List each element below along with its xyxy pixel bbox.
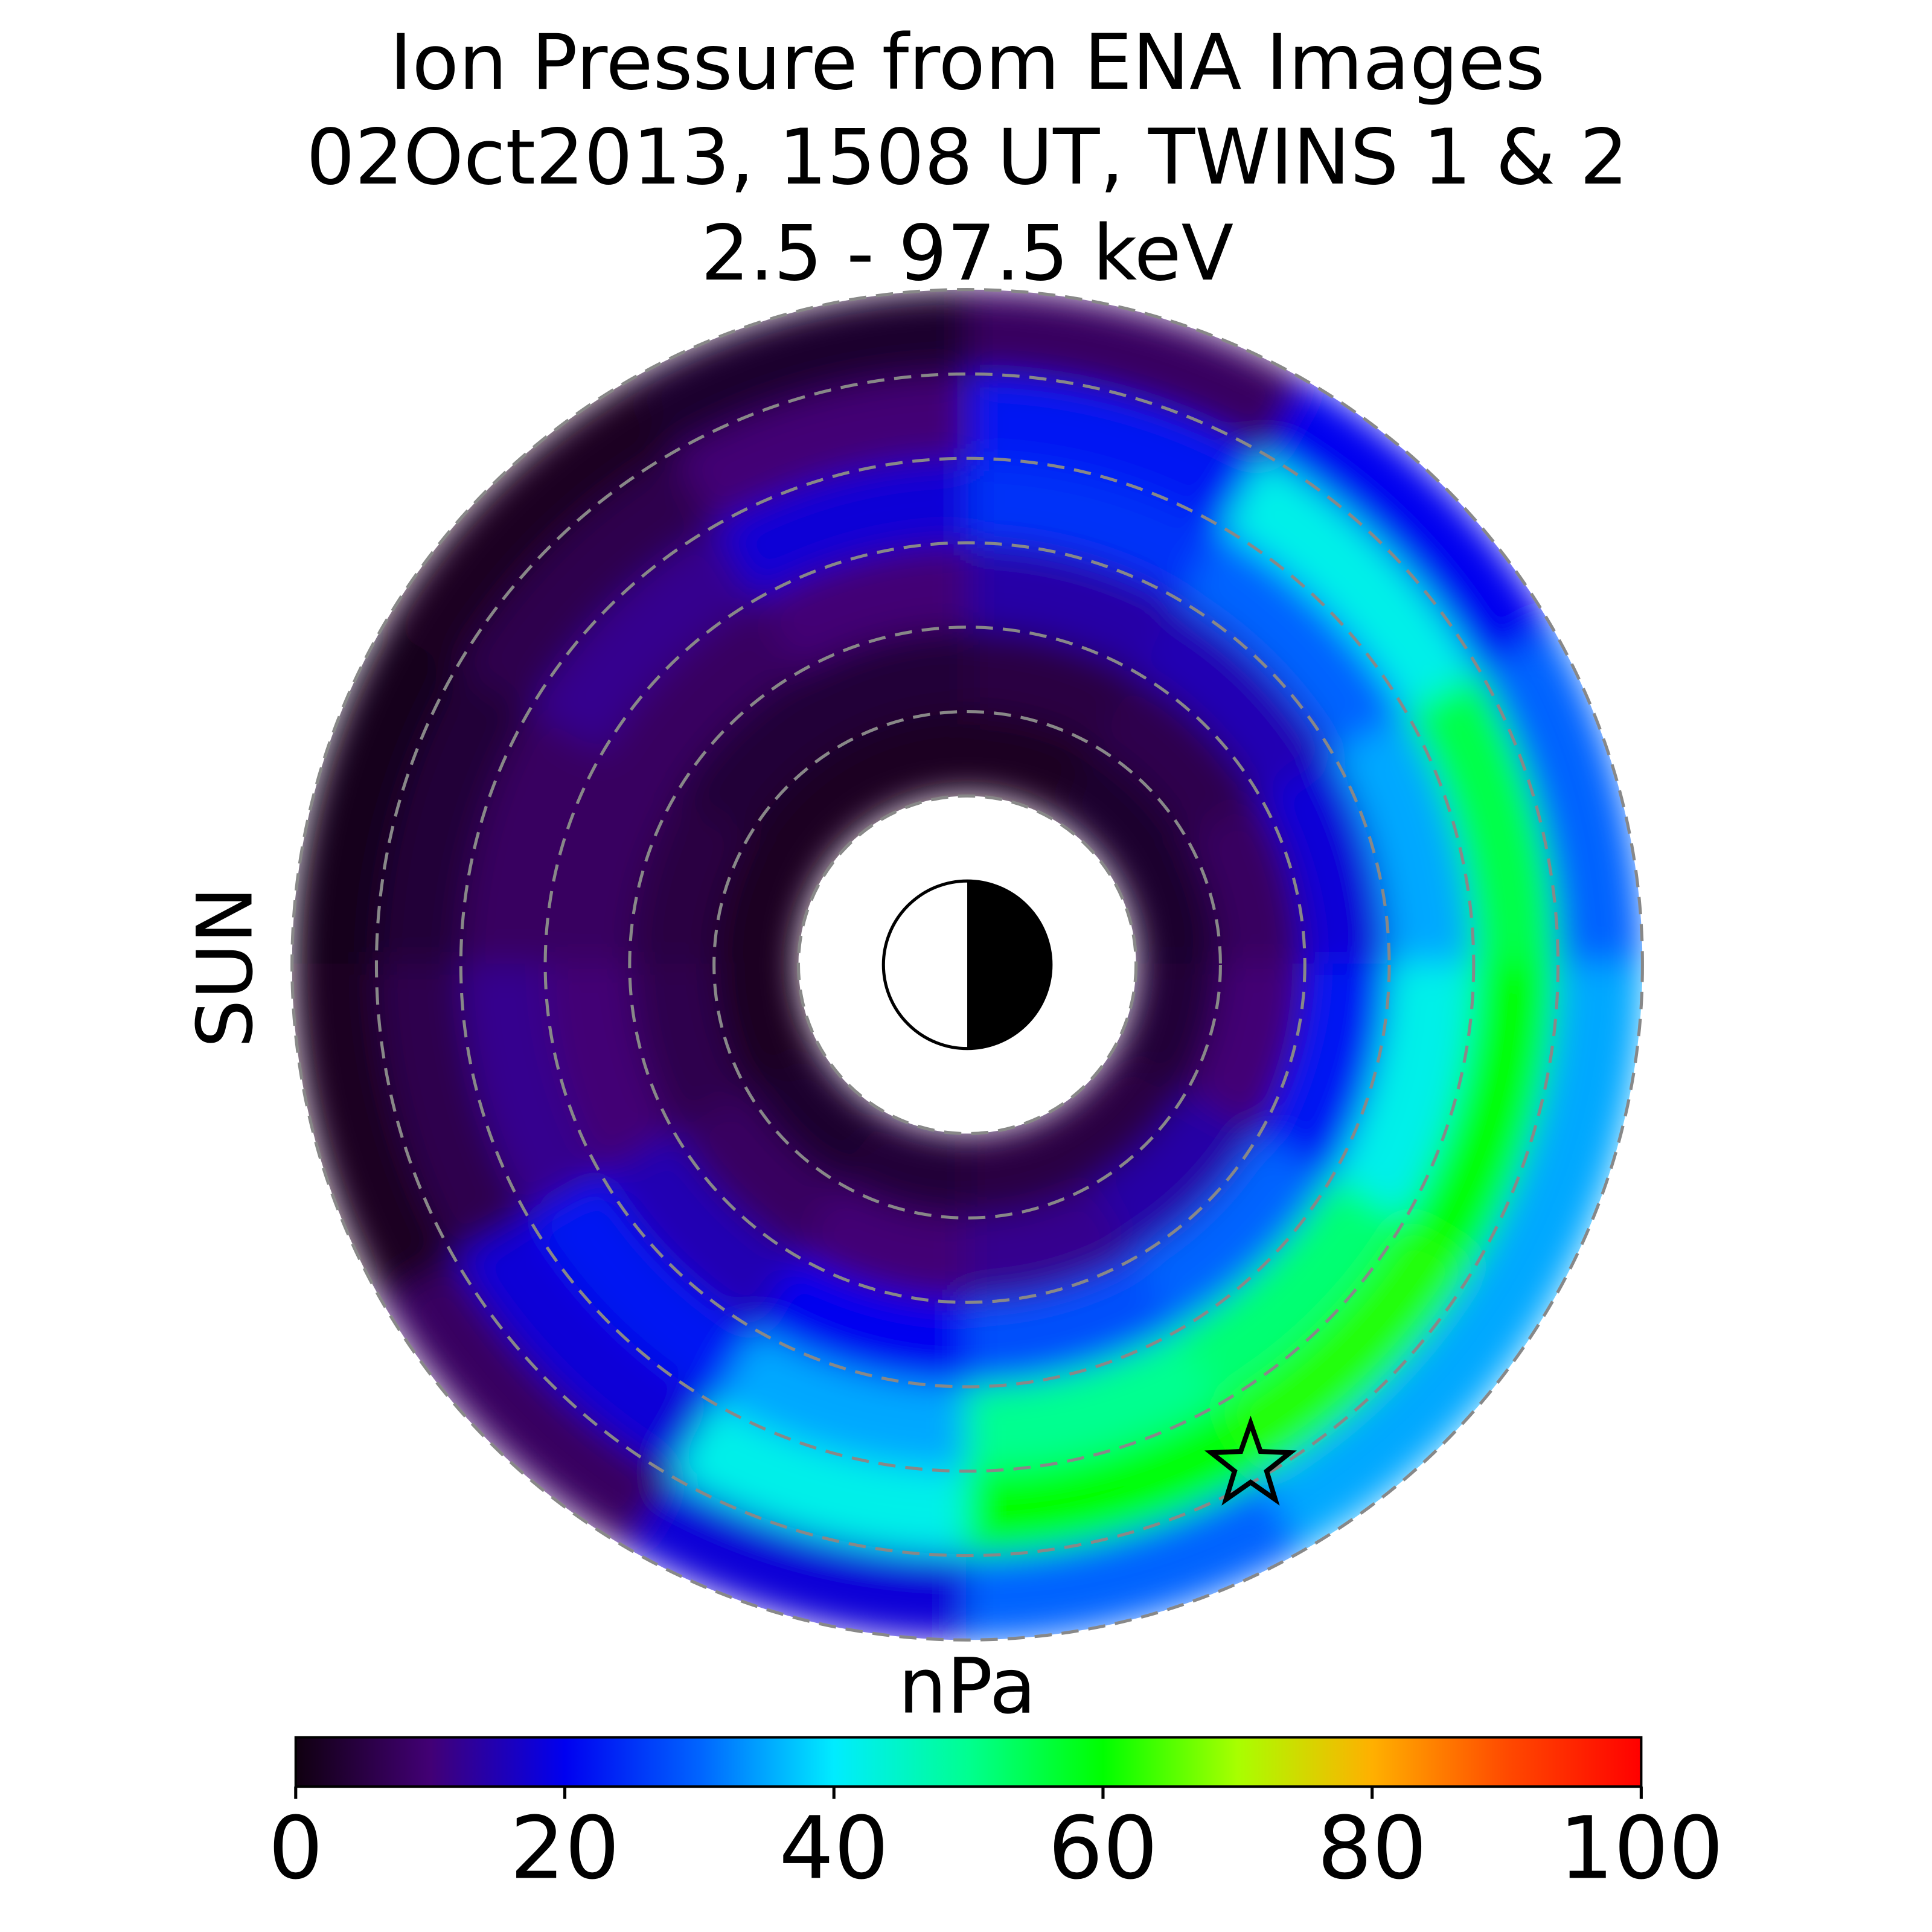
satellite-star xyxy=(1204,1415,1297,1506)
ring xyxy=(543,541,1391,1389)
title-line: 02Oct2013, 1508 UT, TWINS 1 & 2 xyxy=(306,113,1628,202)
ring xyxy=(459,456,1476,1473)
earth-night xyxy=(967,881,1051,1049)
colorbar-tick-label: 0 xyxy=(268,1797,323,1898)
heatmap-cells xyxy=(292,289,1643,1640)
colorbar-ticks: 0 20 40 60 80 100 xyxy=(268,1786,1724,1898)
heatmap xyxy=(292,289,1643,1640)
title-line: 2.5 - 97.5 keV xyxy=(701,209,1233,298)
ring xyxy=(290,288,1644,1642)
ring xyxy=(712,710,1222,1220)
title-line: Ion Pressure from ENA Images xyxy=(389,18,1545,107)
earth xyxy=(881,879,1053,1051)
colorbar xyxy=(294,1736,1643,1788)
colorbar-label: nPa xyxy=(898,1642,1036,1731)
colorbar-tick-label: 60 xyxy=(1048,1797,1158,1898)
rings xyxy=(290,288,1644,1642)
heatmap-cell xyxy=(1477,963,1643,1304)
ring xyxy=(796,794,1138,1136)
ring xyxy=(374,372,1560,1558)
sun-label: SUN xyxy=(181,886,269,1048)
colorbar-tick-label: 40 xyxy=(779,1797,889,1898)
colorbar-tick-label: 80 xyxy=(1317,1797,1427,1898)
ring xyxy=(628,625,1307,1304)
colorbar-tick-label: 20 xyxy=(510,1797,620,1898)
colorbar-tick-label: 100 xyxy=(1559,1797,1724,1898)
